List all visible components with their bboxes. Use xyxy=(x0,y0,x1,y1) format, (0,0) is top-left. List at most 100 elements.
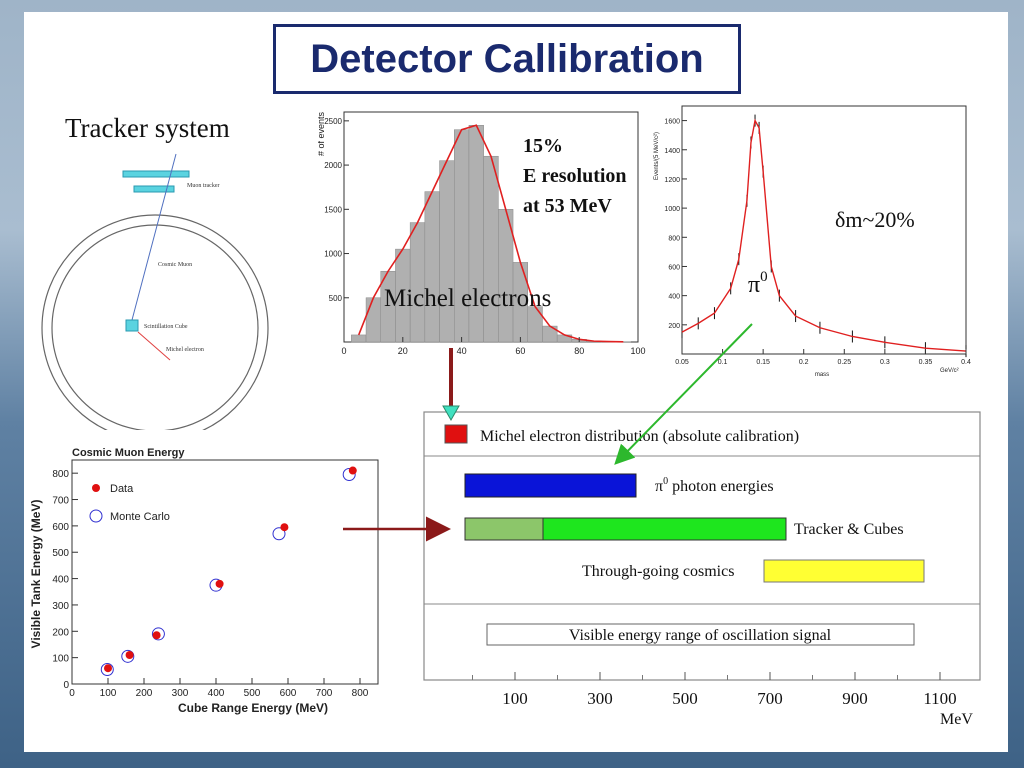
data-point xyxy=(215,579,224,588)
pi0-x-tick-label: 0.05 xyxy=(675,359,689,366)
scatter-y-tick-label: 300 xyxy=(52,601,69,612)
tracker-range-bar xyxy=(542,517,787,541)
hist-y-tick-label: 2500 xyxy=(324,117,342,126)
pi0-x-tick-label: 0.1 xyxy=(718,359,728,366)
page-title: Detector Callibration xyxy=(310,36,704,81)
hist-bar xyxy=(483,155,499,343)
resolution-line-2: E resolution xyxy=(523,165,627,187)
cosmics-range-label: Through-going cosmics xyxy=(582,563,734,580)
legend-data-marker xyxy=(92,484,100,492)
pi0-x-label: mass xyxy=(815,372,829,378)
data-point xyxy=(104,664,112,673)
hist-y-label: # of events xyxy=(318,112,326,157)
hist-bar xyxy=(424,191,440,343)
data-point xyxy=(348,466,357,475)
scatter-x-tick-label: 200 xyxy=(136,688,153,699)
hist-bar xyxy=(351,334,367,343)
hist-bar xyxy=(409,222,426,343)
legend-data-label: Data xyxy=(110,483,134,495)
pi0-y-tick-label: 1400 xyxy=(664,148,680,155)
hist-caption: Michel electrons xyxy=(384,285,551,312)
pi0-x-tick-label: 0.15 xyxy=(756,359,770,366)
hist-x-tick-label: 40 xyxy=(457,346,467,356)
pi0-label: π0 xyxy=(748,269,768,298)
pi0-x-tick-label: 0.2 xyxy=(799,359,809,366)
resolution-line-1: 15% xyxy=(523,135,563,157)
pi0-x-tick-label: 0.3 xyxy=(880,359,890,366)
scatter-x-tick-label: 400 xyxy=(208,688,225,699)
tracker-range-label: Tracker & Cubes xyxy=(794,521,904,538)
mc-point xyxy=(151,627,165,641)
scatter-y-tick-label: 100 xyxy=(52,654,69,665)
scatter-y-tick-label: 0 xyxy=(63,680,69,691)
muon-tracker-bar-2 xyxy=(133,185,175,193)
hist-bar xyxy=(439,160,455,343)
scatter-x-tick-label: 800 xyxy=(352,688,369,699)
energy-range-diagram: Michel electron distribution (absolute c… xyxy=(423,411,981,728)
muon-tracker-label: Muon tracker xyxy=(187,183,220,189)
scatter-y-tick-label: 500 xyxy=(52,548,69,559)
hist-y-tick-label: 1500 xyxy=(324,205,342,214)
hist-y-tick-label: 2000 xyxy=(324,161,342,170)
pi0-x-unit: GeV/c² xyxy=(940,368,959,374)
michel-electron-track xyxy=(137,331,171,361)
pi0-range-bar xyxy=(464,473,637,498)
pi0-x-tick-label: 0.35 xyxy=(919,359,933,366)
tracker-range-bar-light xyxy=(464,517,544,541)
signal-range-box xyxy=(486,623,915,646)
energy-axis-tick-label: 300 xyxy=(587,689,613,708)
pi0-y-tick-label: 400 xyxy=(668,294,680,301)
tank-inner-circle xyxy=(51,224,259,430)
scint-cube-label: Scintillation Cube xyxy=(144,324,188,330)
title-box: Detector Callibration xyxy=(273,24,741,94)
pi0-y-tick-label: 200 xyxy=(668,323,680,330)
energy-axis-tick-label: 700 xyxy=(757,689,783,708)
scatter-y-tick-label: 800 xyxy=(52,469,69,480)
pi0-mass-plot: 0.05 0.1 0.15 0.2 0.25 0.3 0.35 0.4 200 400 600 800… xyxy=(654,105,971,378)
scintillation-cube xyxy=(125,319,139,332)
scatter-x-tick-label: 300 xyxy=(172,688,189,699)
scatter-frame xyxy=(71,459,379,685)
energy-axis-tick-label: 1100 xyxy=(923,689,956,708)
data-point xyxy=(280,523,289,532)
scatter-x-label: Cube Range Energy (MeV) xyxy=(178,701,328,715)
scatter-x-tick-label: 700 xyxy=(316,688,333,699)
pi0-y-tick-label: 1000 xyxy=(664,206,680,213)
data-point xyxy=(125,651,134,660)
histogram-plot-area: 0 20 40 60 80 100 500 1000 1500 2000 2500 xyxy=(324,111,646,356)
hist-x-tick-label: 100 xyxy=(630,346,645,356)
tank-outer-circle xyxy=(41,214,269,430)
cosmics-range-bar xyxy=(763,559,925,583)
pi0-y-tick-label: 1600 xyxy=(664,119,680,126)
muon-tracker-bar-1 xyxy=(122,170,190,178)
tracker-heading: Tracker system xyxy=(65,113,230,143)
scatter-x-tick-label: 500 xyxy=(244,688,261,699)
scatter-y-tick-label: 700 xyxy=(52,496,69,507)
cosmic-muon-track xyxy=(131,153,177,321)
signal-range-label: Visible energy range of oscillation sign… xyxy=(569,627,832,644)
hist-x-tick-label: 0 xyxy=(341,346,346,356)
pi0-range-label: π0 photon energies xyxy=(655,476,774,495)
pi0-plot-area: 0.05 0.1 0.15 0.2 0.25 0.3 0.35 0.4 200 400 600 800… xyxy=(664,105,971,366)
energy-axis-tick-label: 500 xyxy=(672,689,698,708)
pi0-y-label: Events/(5 MeV/c²) xyxy=(654,132,660,180)
scatter-x-tick-label: 600 xyxy=(280,688,297,699)
data-point xyxy=(152,631,161,640)
michel-range-label: Michel electron distribution (absolute c… xyxy=(480,428,799,445)
pi0-fit-curve xyxy=(681,118,967,352)
legend-mc-marker xyxy=(89,509,103,523)
cosmic-muon-label: Cosmic Muon xyxy=(158,262,192,268)
mc-point xyxy=(100,663,114,677)
legend-mc-label: Monte Carlo xyxy=(110,511,170,523)
energy-axis: 100 300 500 700 900 1100 xyxy=(424,672,980,708)
energy-axis-tick-label: 100 xyxy=(502,689,528,708)
scatter-y-label: Visible Tank Energy (MeV) xyxy=(29,500,43,649)
mc-point xyxy=(342,467,356,481)
hist-bar xyxy=(365,297,381,343)
scatter-x-tick-label: 0 xyxy=(69,688,75,699)
resolution-line-3: at 53 MeV xyxy=(523,195,612,217)
mc-point xyxy=(272,527,286,541)
pi0-x-tick-label: 0.25 xyxy=(837,359,851,366)
energy-axis-tick-label: 900 xyxy=(842,689,868,708)
tracker-diagram: Tracker system Muon tracker Cosmic Muon … xyxy=(41,113,269,430)
